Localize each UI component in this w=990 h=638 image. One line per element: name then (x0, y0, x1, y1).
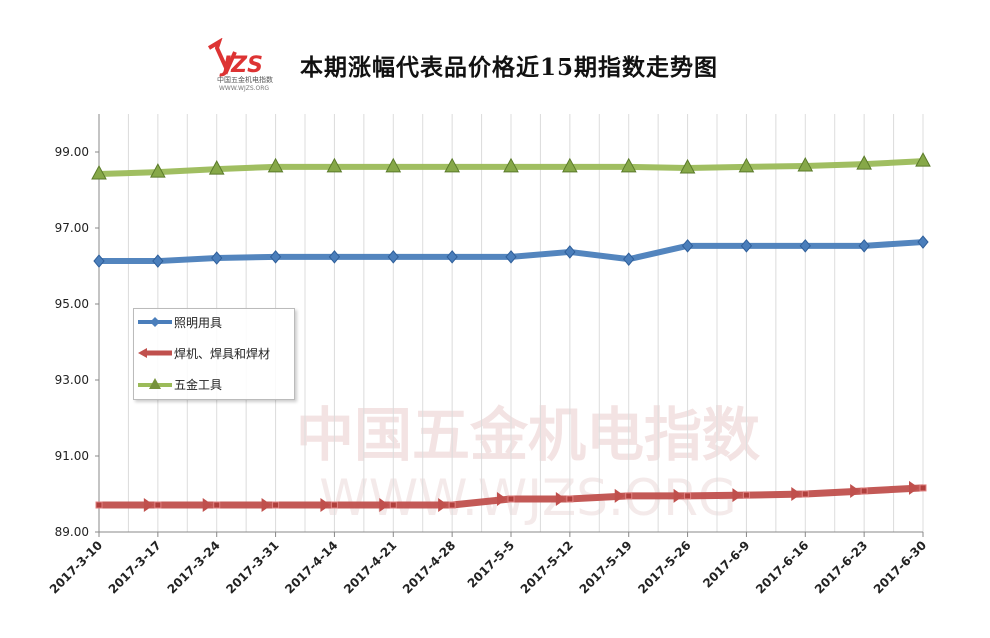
data-point-square (742, 491, 750, 499)
x-tick-label: 2017-3-17 (106, 538, 164, 596)
legend-label: 焊机、焊具和焊材 (174, 346, 271, 361)
data-point-triangle (915, 152, 931, 167)
data-point-triangle (326, 157, 343, 173)
svg-text:中国五金机电指数: 中国五金机电指数 (217, 75, 273, 84)
data-point-square (625, 492, 633, 500)
data-point-triangle (797, 157, 814, 172)
data-point-square (801, 490, 809, 498)
data-point-diamond (211, 251, 223, 265)
data-point-diamond (387, 250, 399, 264)
data-point-arrowhead (202, 498, 213, 513)
data-point-arrowhead (261, 498, 272, 513)
legend-item-welding: 焊机、焊具和焊材 (138, 344, 270, 362)
data-point-triangle (856, 155, 872, 170)
data-point-arrowhead (732, 488, 743, 503)
chart-title: 本期涨幅代表品价格近15期指数走势图 (300, 54, 719, 81)
y-tick-label: 95.00 (55, 297, 89, 311)
x-tick-label: 2017-6-30 (871, 538, 929, 596)
data-point-triangle (738, 157, 755, 173)
legend-label: 五金工具 (174, 377, 223, 392)
data-point-triangle (562, 157, 578, 173)
data-point-diamond (564, 245, 576, 259)
data-point-square (330, 501, 338, 509)
data-point-triangle (444, 157, 460, 173)
x-tick-label: 2017-5-12 (518, 538, 576, 596)
data-point-diamond (269, 250, 282, 264)
legend-label: 照明用具 (174, 315, 223, 330)
data-point-arrowhead (673, 488, 684, 503)
x-tick-label: 2017-5-19 (577, 538, 635, 596)
data-point-square (566, 495, 574, 503)
svg-text:WWW.WJZS.ORG: WWW.WJZS.ORG (219, 85, 269, 92)
y-tick-label: 93.00 (55, 373, 89, 387)
y-tick-label: 99.00 (55, 145, 89, 159)
x-tick-label: 2017-6-23 (812, 538, 870, 596)
data-point-triangle (150, 163, 166, 178)
x-tick-label: 2017-6-9 (700, 538, 752, 590)
data-point-square (95, 501, 103, 509)
data-point-square (272, 501, 280, 509)
x-tick-label: 2017-5-26 (635, 538, 693, 596)
y-tick-label: 91.00 (55, 449, 89, 463)
data-point-triangle (385, 157, 402, 173)
data-point-triangle (91, 164, 107, 180)
data-point-diamond (681, 239, 694, 253)
x-tick-label: 2017-6-16 (753, 538, 811, 596)
data-point-diamond (623, 252, 635, 266)
data-point-diamond (93, 254, 105, 268)
x-tick-label: 2017-4-28 (400, 538, 458, 596)
data-point-square (684, 492, 692, 500)
data-point-arrowhead (614, 488, 625, 503)
data-point-arrowhead (909, 480, 919, 495)
y-tick-label: 97.00 (55, 221, 89, 235)
data-point-triangle (679, 158, 696, 174)
data-point-diamond (917, 235, 929, 249)
data-point-square (154, 501, 162, 509)
data-point-triangle (503, 157, 519, 173)
data-point-square (213, 501, 221, 509)
legend-diamond-icon (138, 317, 172, 327)
data-point-arrowhead (850, 483, 861, 498)
data-point-diamond (446, 250, 458, 264)
x-tick-label: 2017-3-10 (47, 538, 105, 596)
data-point-diamond (152, 254, 164, 268)
data-point-diamond (858, 239, 870, 253)
data-point-square (448, 501, 456, 509)
data-point-diamond (740, 239, 753, 253)
x-tick-label: 2017-3-24 (165, 538, 223, 596)
data-point-triangle (267, 157, 284, 173)
y-tick-label: 89.00 (55, 525, 89, 539)
data-point-square (860, 487, 868, 495)
data-point-arrowhead (497, 491, 507, 506)
legend-item-lighting: 照明用具 (138, 313, 222, 331)
data-point-square (507, 495, 515, 503)
data-point-diamond (799, 239, 811, 253)
data-point-triangle (620, 157, 637, 173)
data-point-arrowhead (320, 498, 331, 513)
watermark-text: 中国五金机电指数 (296, 401, 760, 469)
x-tick-label: 2017-4-21 (341, 538, 399, 596)
svg-text:JZS: JZS (219, 53, 263, 78)
data-point-square (919, 484, 927, 492)
x-tick-label: 2017-3-31 (223, 538, 281, 596)
legend-item-hardware-tools: 五金工具 (138, 375, 222, 393)
data-point-arrowhead (143, 498, 154, 513)
data-point-square (389, 501, 397, 509)
data-point-diamond (505, 250, 517, 264)
data-point-arrowhead (791, 487, 802, 501)
data-point-arrowhead (379, 498, 390, 513)
x-tick-label: 2017-4-14 (282, 538, 340, 596)
x-tick-label: 2017-5-5 (465, 538, 517, 590)
data-point-triangle (208, 160, 225, 175)
legend-arrow-icon (138, 348, 172, 358)
data-point-arrowhead (438, 498, 449, 513)
wjzs-logo: JZS 中国五金机电指数 WWW.WJZS.ORG (207, 38, 273, 92)
data-point-diamond (328, 250, 341, 264)
legend-triangle-icon (138, 378, 172, 389)
legend: 照明用具 焊机、焊具和焊材 五金工具 (133, 308, 295, 400)
data-point-arrowhead (555, 491, 566, 506)
